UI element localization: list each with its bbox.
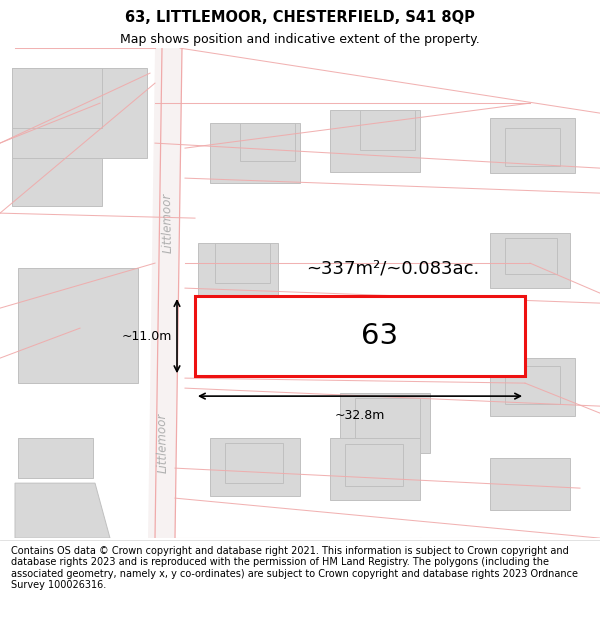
Bar (215, 243, 270, 283)
Bar (330, 438, 420, 500)
Bar (360, 110, 415, 150)
Bar (490, 458, 570, 510)
Bar (12, 68, 102, 128)
Bar (195, 296, 525, 376)
Bar (490, 118, 575, 173)
Bar (12, 68, 147, 158)
Bar (355, 398, 420, 443)
Bar (210, 438, 300, 496)
Text: 63: 63 (361, 322, 398, 350)
Bar (225, 443, 283, 483)
Bar (505, 366, 560, 404)
Text: Map shows position and indicative extent of the property.: Map shows position and indicative extent… (120, 33, 480, 46)
Bar (505, 238, 557, 274)
Bar (490, 233, 570, 288)
Text: ~337m²/~0.083ac.: ~337m²/~0.083ac. (307, 259, 479, 277)
Polygon shape (15, 483, 110, 538)
Text: 63, LITTLEMOOR, CHESTERFIELD, S41 8QP: 63, LITTLEMOOR, CHESTERFIELD, S41 8QP (125, 11, 475, 26)
Bar (198, 243, 278, 303)
Bar (490, 358, 575, 416)
Bar (505, 128, 560, 166)
Text: Littlemoor: Littlemoor (161, 193, 175, 253)
Bar (18, 268, 138, 383)
Polygon shape (148, 48, 182, 538)
Bar (345, 444, 403, 486)
Bar (200, 300, 295, 365)
Bar (340, 393, 430, 453)
Text: Littlemoor: Littlemoor (156, 413, 170, 473)
Text: ~11.0m: ~11.0m (122, 329, 172, 342)
Bar (240, 123, 295, 161)
Text: Contains OS data © Crown copyright and database right 2021. This information is : Contains OS data © Crown copyright and d… (11, 546, 578, 591)
Bar (210, 123, 300, 183)
Bar (18, 438, 93, 478)
Bar (330, 110, 420, 172)
Text: ~32.8m: ~32.8m (335, 409, 385, 422)
Bar (12, 158, 102, 206)
